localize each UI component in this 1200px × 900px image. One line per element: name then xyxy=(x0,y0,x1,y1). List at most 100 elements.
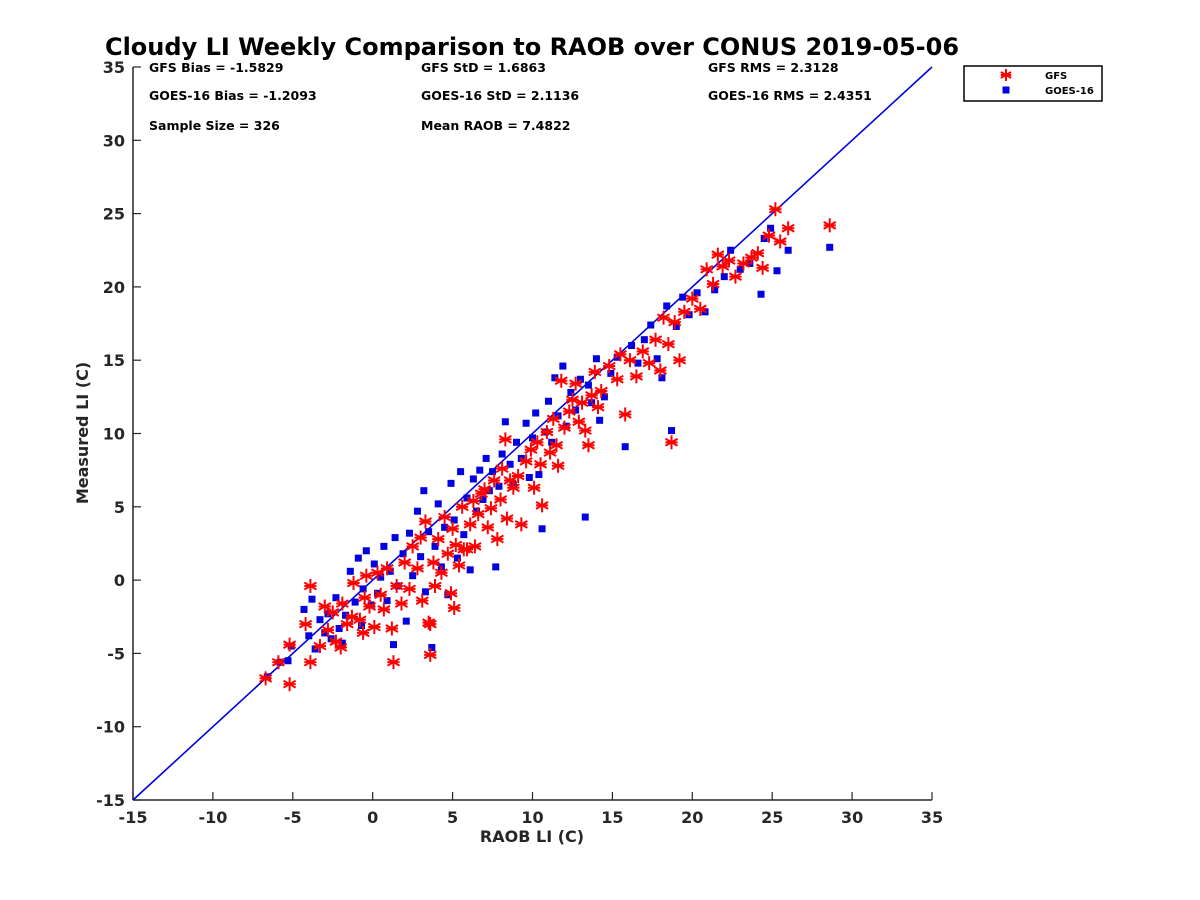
goes16-point xyxy=(584,381,592,389)
gfs-point xyxy=(434,565,448,580)
goes16-point xyxy=(653,355,661,363)
gfs-point xyxy=(313,639,327,654)
x-tick-label: -5 xyxy=(284,808,302,827)
goes16-point xyxy=(469,475,477,483)
gfs-point xyxy=(335,596,349,611)
goes16-point xyxy=(421,588,429,596)
gfs-point xyxy=(283,637,297,652)
goes16-point xyxy=(572,406,580,414)
goes16-point xyxy=(551,374,559,382)
stat-label: GOES-16 RMS = 2.4351 xyxy=(708,88,872,103)
goes16-point xyxy=(358,622,366,630)
gfs-point xyxy=(706,276,720,291)
legend-goes16-label: GOES-16 xyxy=(1045,86,1094,97)
y-tick-label: 15 xyxy=(103,351,125,370)
goes16-point xyxy=(305,632,313,640)
gfs-point xyxy=(418,514,432,529)
gfs-point xyxy=(554,373,568,388)
goes16-point xyxy=(525,473,533,481)
gfs-point xyxy=(394,596,409,611)
goes16-point xyxy=(457,468,465,476)
gfs-point xyxy=(452,558,466,573)
gfs-point xyxy=(514,517,528,532)
goes16-point xyxy=(402,617,410,625)
gfs-point xyxy=(487,473,501,488)
y-tick-label: 20 xyxy=(103,278,125,297)
gfs-point xyxy=(490,532,504,547)
y-tick-label: 5 xyxy=(114,498,125,517)
gfs-point xyxy=(648,332,663,347)
gfs-point xyxy=(575,395,589,410)
goes16-point xyxy=(354,554,362,562)
gfs-point xyxy=(477,482,492,497)
gfs-point xyxy=(722,253,736,268)
goes16-point xyxy=(592,355,600,363)
gfs-point xyxy=(498,432,512,447)
goes16-point xyxy=(746,259,754,267)
goes16-point xyxy=(647,321,655,329)
gfs-point xyxy=(527,480,541,495)
x-tick-label: 20 xyxy=(681,808,703,827)
gfs-point xyxy=(466,493,480,508)
goes16-point xyxy=(463,494,471,502)
gfs-point xyxy=(303,578,317,593)
gfs-point xyxy=(629,369,643,384)
goes16-point xyxy=(628,342,636,350)
gfs-point xyxy=(468,539,482,554)
goes16-point xyxy=(362,547,370,555)
y-tick-label: -5 xyxy=(107,644,125,663)
goes16-point xyxy=(567,388,575,396)
x-tick-label: -15 xyxy=(119,808,148,827)
gfs-point xyxy=(423,647,437,662)
x-tick-label: -10 xyxy=(198,808,227,827)
goes16-point xyxy=(607,369,615,377)
goes16-point xyxy=(342,611,350,619)
goes16-point xyxy=(679,293,687,301)
goes16-point xyxy=(634,359,642,367)
goes16-point xyxy=(447,479,455,487)
gfs-point xyxy=(636,344,650,359)
stat-label: GFS RMS = 2.3128 xyxy=(708,60,839,75)
gfs-point xyxy=(359,568,373,583)
goes16-point xyxy=(441,523,449,531)
gfs-point xyxy=(540,425,554,440)
gfs-point xyxy=(377,602,391,617)
gfs-point xyxy=(700,262,714,277)
goes16-point xyxy=(826,243,834,251)
gfs-point xyxy=(511,469,525,484)
gfs-point xyxy=(259,671,273,686)
y-tick-label: 25 xyxy=(103,205,125,224)
gfs-point xyxy=(414,530,428,545)
y-axis-label: Measured LI (C) xyxy=(73,362,92,504)
goes16-point xyxy=(431,542,439,550)
gfs-point xyxy=(602,359,616,374)
gfs-point xyxy=(402,581,417,596)
goes16-point xyxy=(466,566,474,574)
gfs-point xyxy=(728,269,743,284)
goes16-point xyxy=(492,563,500,571)
goes16-point xyxy=(588,399,596,407)
goes16-point xyxy=(308,595,316,603)
gfs-point xyxy=(756,260,770,275)
goes16-point xyxy=(482,454,490,462)
goes16-point xyxy=(495,482,503,490)
goes16-point xyxy=(668,427,676,435)
goes16-point xyxy=(316,616,324,624)
gfs-point xyxy=(572,414,586,429)
goes16-point xyxy=(485,487,493,495)
gfs-point xyxy=(581,438,595,453)
gfs-point xyxy=(362,599,377,614)
gfs-point xyxy=(653,363,667,378)
gfs-point xyxy=(428,578,442,593)
gfs-point xyxy=(716,259,730,274)
goes16-point xyxy=(640,336,648,344)
goes16-point xyxy=(351,598,359,606)
gfs-point xyxy=(557,420,572,435)
gfs-point xyxy=(447,600,461,615)
goes16-point xyxy=(658,374,666,382)
gfs-point xyxy=(386,655,401,670)
goes16-point xyxy=(460,531,468,539)
goes16-point xyxy=(559,362,567,370)
goes16-point xyxy=(380,542,388,550)
gfs-point xyxy=(623,353,637,368)
